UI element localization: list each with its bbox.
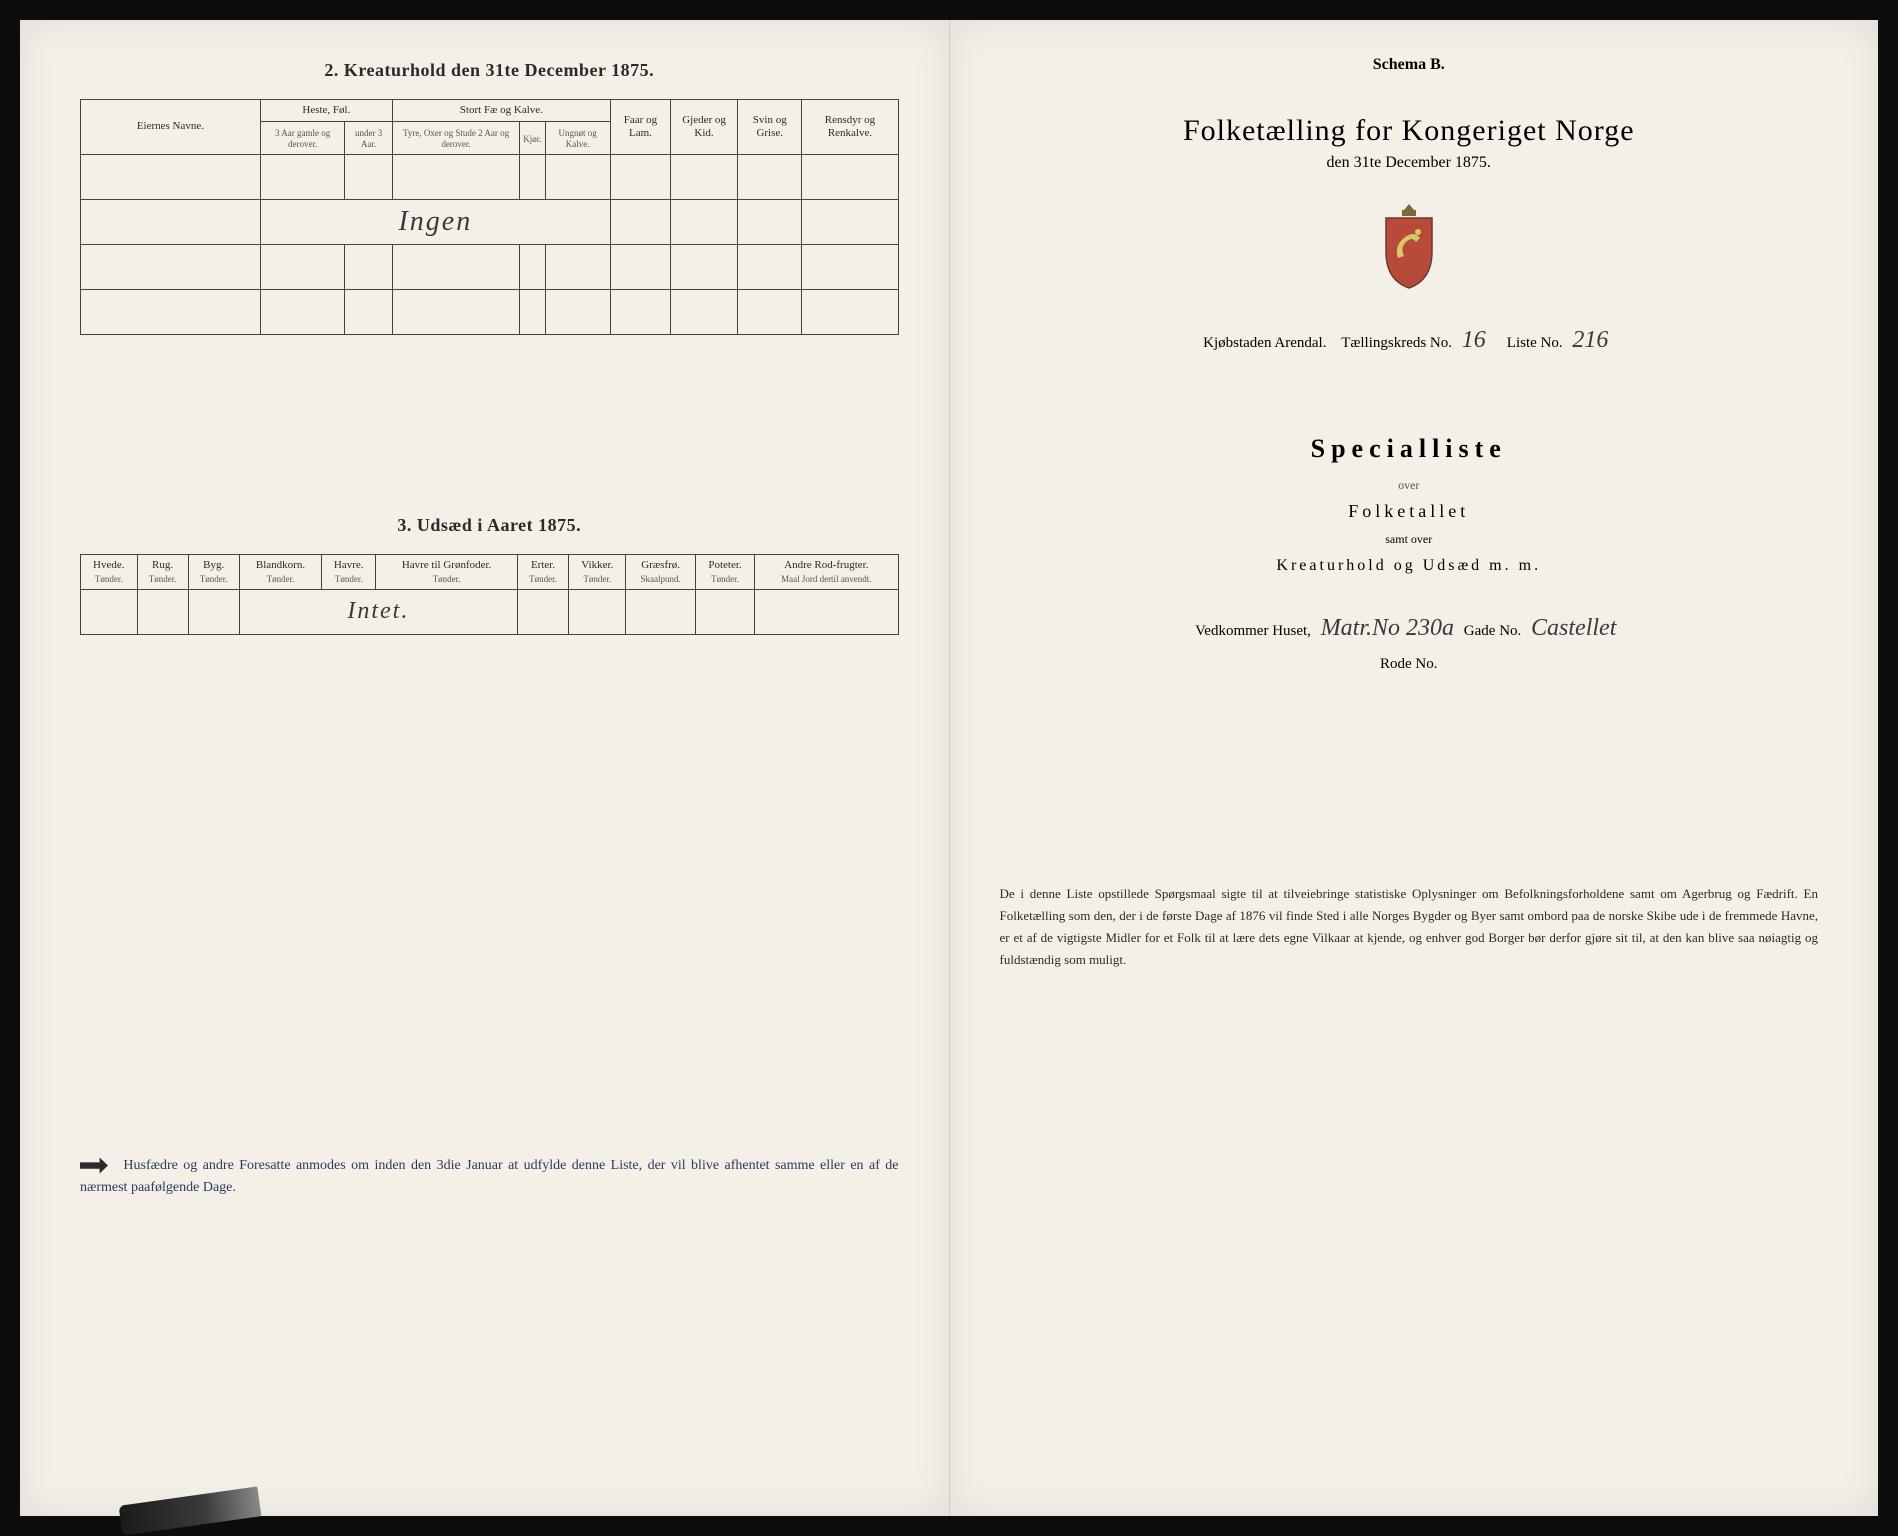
col-poteter: Poteter.Tønder. [695, 554, 754, 589]
col-eier: Eiernes Navne. [81, 100, 261, 155]
col-fae-a: Tyre, Oxer og Stude 2 Aar og derover. [392, 122, 519, 155]
locality-line: Kjøbstaden Arendal. Tællingskreds No. 16… [1000, 327, 1819, 354]
pointing-hand-icon [80, 1158, 108, 1174]
col-svin: Svin og Grise. [738, 100, 802, 155]
specialliste-title: Specialliste [1000, 434, 1819, 464]
gade-value: Castellet [1525, 615, 1622, 641]
col-havre: Havre.Tønder. [322, 554, 376, 589]
col-havre-gron: Havre til Grønfoder.Tønder. [376, 554, 518, 589]
col-andre: Andre Rod-frugter.Maal Jord dertil anven… [755, 554, 898, 589]
right-page: Schema B. Folketælling for Kongeriget No… [950, 20, 1879, 1516]
col-heste-a: 3 Aar gamle og derover. [260, 122, 345, 155]
schema-label: Schema B. [1000, 56, 1819, 74]
col-heste-group: Heste, Føl. [260, 100, 392, 122]
gade-label: Gade No. [1464, 623, 1521, 639]
main-subtitle: den 31te December 1875. [1000, 154, 1819, 172]
col-gjeder: Gjeder og Kid. [671, 100, 738, 155]
udsaed-table: Hvede.Tønder. Rug.Tønder. Byg.Tønder. Bl… [80, 554, 899, 635]
left-footnote: Husfædre og andre Foresatte anmodes om i… [80, 1155, 899, 1200]
pen-object [119, 1486, 262, 1535]
col-byg: Byg.Tønder. [188, 554, 239, 589]
huset-value: Matr.No 230a [1315, 615, 1460, 641]
col-rensdyr: Rensdyr og Renkalve. [802, 100, 898, 155]
coat-of-arms-icon [1000, 202, 1819, 297]
left-page: 2. Kreaturhold den 31te December 1875. E… [20, 20, 950, 1516]
col-rug: Rug.Tønder. [137, 554, 188, 589]
col-hvede: Hvede.Tønder. [81, 554, 138, 589]
table-row [81, 289, 899, 334]
kreds-label: Tællingskreds No. [1341, 335, 1452, 351]
samt-label: samt over [1000, 532, 1819, 547]
folketallet-heading: Folketallet [1000, 501, 1819, 522]
kreaturhold-heading: Kreaturhold og Udsæd m. m. [1000, 557, 1819, 575]
table-row: Ingen [81, 199, 899, 244]
bottom-paragraph: De i denne Liste opstillede Spørgsmaal s… [1000, 883, 1819, 971]
col-graesfro: Græsfrø.Skaalpund. [626, 554, 695, 589]
book-spread: 2. Kreaturhold den 31te December 1875. E… [0, 0, 1898, 1536]
col-erter: Erter.Tønder. [517, 554, 568, 589]
table-row: Intet. [81, 589, 899, 634]
col-blandkorn: Blandkorn.Tønder. [239, 554, 322, 589]
liste-label: Liste No. [1507, 335, 1563, 351]
col-vikker: Vikker.Tønder. [569, 554, 626, 589]
kreds-value: 16 [1456, 327, 1492, 353]
col-fae-b: Kjør. [520, 122, 545, 155]
table-row [81, 244, 899, 289]
section3-title: 3. Udsæd i Aaret 1875. [80, 515, 899, 536]
entry-ingen: Ingen [398, 206, 472, 237]
huset-label: Vedkommer Huset, [1195, 623, 1311, 639]
rode-line: Rode No. [1000, 656, 1819, 673]
main-title: Folketælling for Kongeriget Norge [1000, 114, 1819, 148]
footnote-text: Husfædre og andre Foresatte anmodes om i… [80, 1158, 899, 1195]
col-heste-b: under 3 Aar. [345, 122, 392, 155]
col-fae-c: Ungnøt og Kalve. [545, 122, 610, 155]
table-row [81, 154, 899, 199]
kreaturhold-table: Eiernes Navne. Heste, Føl. Stort Fæ og K… [80, 99, 899, 335]
section2-title: 2. Kreaturhold den 31te December 1875. [80, 60, 899, 81]
liste-value: 216 [1566, 327, 1614, 353]
section3: 3. Udsæd i Aaret 1875. Hvede.Tønder. Rug… [80, 515, 899, 635]
entry-intet: Intet. [347, 598, 409, 624]
col-faar: Faar og Lam. [610, 100, 670, 155]
locality-prefix: Kjøbstaden Arendal. [1203, 335, 1326, 351]
col-fae-group: Stort Fæ og Kalve. [392, 100, 610, 122]
huset-line: Vedkommer Huset, Matr.No 230a Gade No. C… [1000, 615, 1819, 642]
over-label-1: over [1000, 478, 1819, 493]
